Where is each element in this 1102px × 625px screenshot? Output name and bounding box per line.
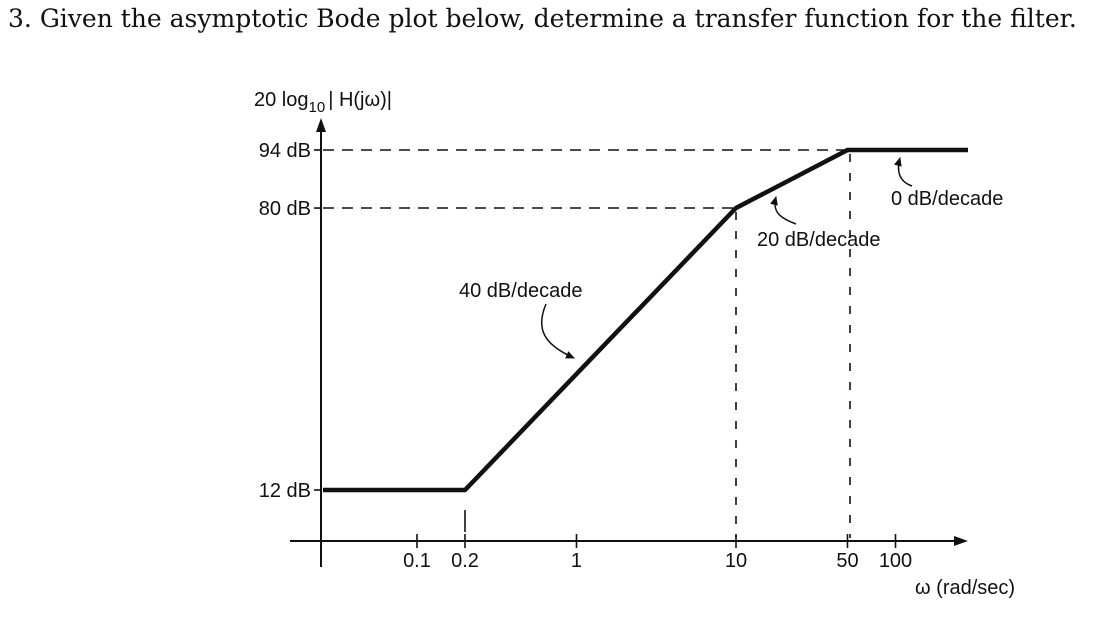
x-tick-label: 1 bbox=[571, 550, 582, 572]
x-tick-label: 0.1 bbox=[403, 550, 431, 572]
y-tick-label: 80 dB bbox=[259, 198, 311, 220]
x-axis-arrow bbox=[954, 536, 968, 546]
bode-magnitude-line bbox=[323, 147, 968, 493]
y-tick-label: 94 dB bbox=[259, 140, 311, 162]
annotation-0db-decade: 0 dB/decade bbox=[891, 188, 1003, 210]
question-body: Given the asymptotic Bode plot below, de… bbox=[39, 4, 1077, 33]
annotation-20db-decade: 20 dB/decade bbox=[757, 229, 880, 251]
question-text: 3. Given the asymptotic Bode plot below,… bbox=[8, 4, 1077, 33]
x-tick-label: 100 bbox=[879, 550, 912, 572]
annotation-40db-arrow bbox=[541, 303, 575, 359]
annotation-0db-arrow bbox=[893, 157, 913, 187]
x-ticks: 0.1 0.2 1 10 50 100 bbox=[403, 534, 912, 572]
y-tick-label: 12 dB bbox=[259, 480, 311, 502]
question-number: 3. bbox=[8, 4, 32, 33]
y-axis-arrow bbox=[316, 118, 326, 132]
x-axis-title: ω (rad/sec) bbox=[915, 577, 1015, 599]
annotation-20db-arrow bbox=[770, 196, 797, 225]
x-tick-label: 0.2 bbox=[451, 550, 479, 572]
x-tick-label: 50 bbox=[836, 550, 858, 572]
y-ticks: 12 dB 80 dB 94 dB bbox=[259, 140, 321, 502]
y-axis-title: 20 log10 | H(jω)| bbox=[254, 89, 392, 116]
annotation-40db-decade: 40 dB/decade bbox=[459, 280, 582, 302]
x-tick-label: 10 bbox=[725, 550, 747, 572]
